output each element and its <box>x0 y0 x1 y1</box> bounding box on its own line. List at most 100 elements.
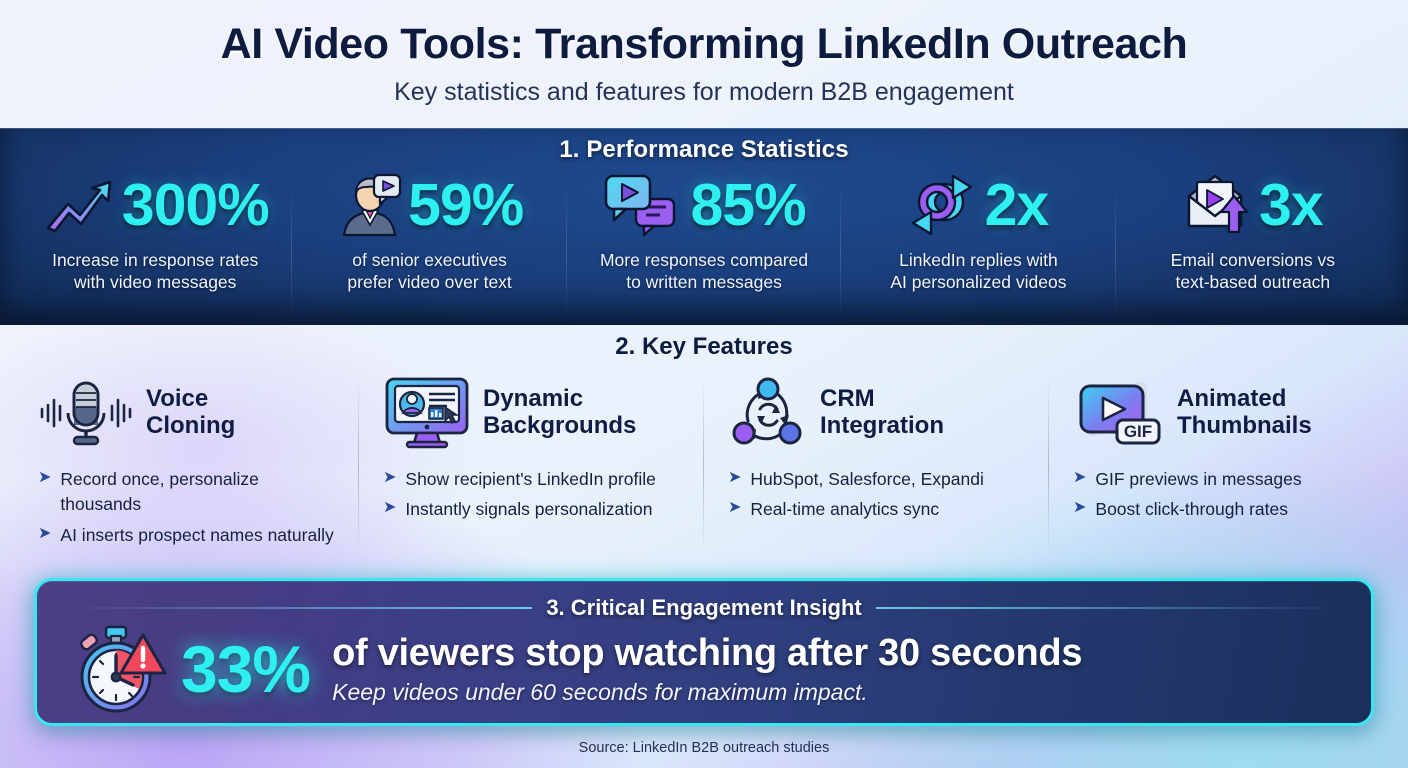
stat-label: More responses compared to written messa… <box>567 249 841 293</box>
stat-label: of senior executives prefer video over t… <box>292 249 566 293</box>
arrow-bullet-icon: ➤ <box>728 499 742 517</box>
page-title: AI Video Tools: Transforming LinkedIn Ou… <box>220 20 1188 68</box>
feature-name-line2: Cloning <box>146 412 236 439</box>
feature-card-animated-thumbnails: GIF Animated Thumbnails ➤ GIF previews i… <box>1049 373 1394 553</box>
feature-bullets: ➤ Show recipient's LinkedIn profile ➤ In… <box>375 467 688 523</box>
stat-top: 3x <box>1116 168 1390 242</box>
stat-label-line1: More responses compared <box>599 250 809 270</box>
list-item: ➤ HubSpot, Salesforce, Expandi <box>728 467 1033 492</box>
stopwatch-warning-icon <box>65 623 169 715</box>
stat-divider <box>565 184 567 320</box>
critical-insight-section: 3. Critical Engagement Insight <box>34 578 1374 726</box>
list-item: ➤ Record once, personalize thousands <box>38 467 343 518</box>
feature-head: Dynamic Backgrounds <box>375 373 688 453</box>
feature-head: CRM Integration <box>720 373 1033 453</box>
repeat-loop-arrows-icon <box>909 174 979 236</box>
list-item: ➤ Instantly signals personalization <box>383 497 688 522</box>
insight-body: 33% of viewers stop watching after 30 se… <box>37 621 1371 715</box>
stats-section-heading: 1. Performance Statistics <box>559 136 849 163</box>
feature-name-line2: Backgrounds <box>483 412 637 439</box>
feature-name-line1: Animated <box>1177 385 1287 413</box>
feature-bullets: ➤ Record once, personalize thousands ➤ A… <box>30 467 343 548</box>
source-note: Source: LinkedIn B2B outreach studies <box>578 740 830 756</box>
feature-head: GIF Animated Thumbnails <box>1065 373 1378 453</box>
bullet-text: Real-time analytics sync <box>750 499 940 520</box>
bullet-text: HubSpot, Salesforce, Expandi <box>750 469 984 489</box>
performance-statistics-section: 1. Performance Statistics 300% <box>0 128 1408 325</box>
list-item: ➤ AI inserts prospect names naturally <box>38 523 343 548</box>
feature-card-crm-integration: CRM Integration ➤ HubSpot, Salesforce, E… <box>704 373 1049 555</box>
video-chat-bubbles-icon <box>602 173 684 237</box>
insight-callout: 3. Critical Engagement Insight <box>34 578 1374 726</box>
stat-value: 300% <box>121 171 270 238</box>
microphone-waveform-icon <box>38 379 134 447</box>
stat-divider <box>1114 184 1116 320</box>
arrow-bullet-icon: ➤ <box>1073 469 1087 486</box>
arrow-bullet-icon: ➤ <box>1073 499 1087 517</box>
stat-card: 3x Email conversions vs text-based outre… <box>1116 168 1390 293</box>
feature-card-dynamic-backgrounds: Dynamic Backgrounds ➤ Show recipient's L… <box>359 373 704 555</box>
monitor-profile-icon <box>383 377 471 449</box>
page-subtitle: Key statistics and features for modern B… <box>394 78 1014 106</box>
feature-name-line1: Voice <box>146 385 209 413</box>
bullet-text: Boost click-through rates <box>1095 499 1288 520</box>
bullet-text: Instantly signals personalization <box>405 499 653 520</box>
feature-name-line1: CRM <box>820 385 875 413</box>
arrow-bullet-icon: ➤ <box>383 469 397 486</box>
bullet-text: Show recipient's LinkedIn profile <box>405 469 656 489</box>
video-email-upward-icon <box>1183 174 1253 236</box>
feature-divider <box>1048 377 1049 555</box>
stat-divider <box>840 184 842 320</box>
arrow-bullet-icon: ➤ <box>38 524 52 542</box>
crm-sync-nodes-icon <box>728 377 808 449</box>
stat-value: 59% <box>408 171 524 238</box>
background-wash-mid <box>0 300 480 600</box>
executive-video-message-icon <box>336 173 402 237</box>
stat-card: 85% More responses compared to written m… <box>567 168 842 320</box>
stat-top: 300% <box>18 168 292 242</box>
svg-text:GIF: GIF <box>1124 422 1152 441</box>
feature-bullets: ➤ HubSpot, Salesforce, Expandi ➤ Real-ti… <box>720 467 1033 523</box>
bullet-text: Record once, personalize thousands <box>60 469 259 515</box>
insight-section-heading: 3. Critical Engagement Insight <box>546 595 862 620</box>
feature-divider <box>703 377 704 555</box>
stat-label: Email conversions vs text-based outreach <box>1116 249 1390 293</box>
stat-label-line1: Email conversions vs <box>1170 250 1336 270</box>
list-item: ➤ Show recipient's LinkedIn profile <box>383 467 688 492</box>
arrow-bullet-icon: ➤ <box>38 469 52 486</box>
stat-label-line2: AI personalized videos <box>890 272 1067 293</box>
bullet-text: AI inserts prospect names naturally <box>60 524 334 545</box>
stat-label-line1: of senior executives <box>352 250 507 270</box>
feature-name: CRM Integration <box>820 385 944 440</box>
feature-bullets: ➤ GIF previews in messages ➤ Boost click… <box>1065 467 1378 523</box>
feature-head: Voice Cloning <box>30 373 343 453</box>
stat-card: 59% of senior executives prefer video ov… <box>292 168 567 320</box>
insight-sub-text: Keep videos under 60 seconds for maximum… <box>332 678 868 705</box>
feature-name-line2: Thumbnails <box>1177 412 1312 439</box>
stat-label-line2: prefer video over text <box>347 272 512 293</box>
stats-row: 300% Increase in response rates with vid… <box>0 164 1408 320</box>
list-item: ➤ Boost click-through rates <box>1073 497 1378 522</box>
stat-top: 59% <box>292 168 566 242</box>
insight-main-text: of viewers stop watching after 30 second… <box>332 632 1083 675</box>
divider-rule-left <box>67 607 533 609</box>
stat-label-line2: with video messages <box>73 272 237 293</box>
stat-label-line1: Increase in response rates <box>52 250 259 270</box>
trending-up-arrow-icon <box>42 174 116 236</box>
stat-label-line2: to written messages <box>626 272 782 293</box>
insight-value: 33% <box>181 632 311 706</box>
stat-top: 85% <box>567 168 841 242</box>
feature-name: Voice Cloning <box>146 385 236 440</box>
stat-card: 2x LinkedIn replies with AI personalized… <box>841 168 1116 320</box>
arrow-bullet-icon: ➤ <box>728 469 742 486</box>
feature-name-line1: Dynamic <box>483 385 584 413</box>
divider-rule-right <box>875 607 1342 609</box>
stat-label: Increase in response rates with video me… <box>18 249 292 293</box>
list-item: ➤ Real-time analytics sync <box>728 497 1033 522</box>
feature-card-voice-cloning: Voice Cloning ➤ Record once, personalize… <box>14 373 359 555</box>
feature-name-line2: Integration <box>820 412 944 439</box>
stat-card: 300% Increase in response rates with vid… <box>18 168 293 320</box>
gif-play-thumbnail-icon: GIF <box>1073 378 1165 448</box>
features-section-heading: 2. Key Features <box>615 333 793 360</box>
